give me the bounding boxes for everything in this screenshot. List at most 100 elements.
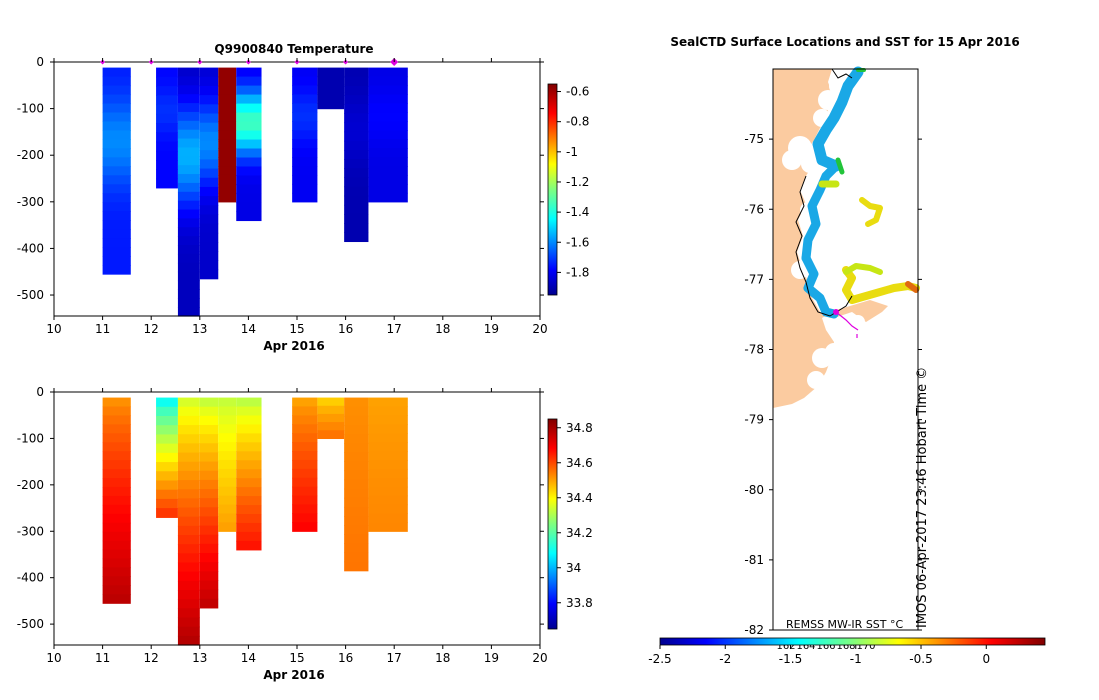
sst-colorbar-label: REMSS MW-IR SST °C xyxy=(786,618,904,631)
profile-cell xyxy=(218,442,237,452)
profile-cell xyxy=(344,67,369,78)
profile-cell xyxy=(199,489,219,499)
profile-cell xyxy=(102,540,131,551)
profile-cell xyxy=(156,425,178,436)
profile-cell xyxy=(102,202,131,212)
profile-cell xyxy=(199,562,219,572)
profile-cell xyxy=(317,405,345,415)
sst-colorbar xyxy=(659,637,1046,646)
x-tick-label: 10 xyxy=(46,322,61,336)
profile-cell xyxy=(218,85,237,96)
x-tick-label: 17 xyxy=(387,651,402,665)
profile-cell xyxy=(368,433,408,443)
profile-cell xyxy=(177,434,200,444)
profile-cell xyxy=(177,289,200,299)
profile-cell xyxy=(344,104,369,114)
profile-cell xyxy=(344,424,369,435)
x-tick-label: 10 xyxy=(46,651,61,665)
profile-cell xyxy=(236,103,262,114)
profile-cell xyxy=(292,433,318,443)
profile-cell xyxy=(218,94,237,104)
profile-cell xyxy=(317,422,345,431)
y-tick-label: -100 xyxy=(17,102,44,116)
profile-cell xyxy=(156,141,178,152)
profile-cell xyxy=(199,269,219,280)
colorbar-tick-label: -1.4 xyxy=(566,205,589,219)
x-tick-label: 18 xyxy=(435,322,450,336)
colorbar-tick-label: -1.6 xyxy=(566,235,589,249)
profile-cell xyxy=(177,209,200,220)
y-tick-label: -500 xyxy=(17,288,44,302)
profile-cell xyxy=(102,558,131,569)
profile-cell xyxy=(156,104,178,115)
profile-cell xyxy=(199,452,219,463)
profile-cell xyxy=(344,452,369,462)
profile-cell xyxy=(199,85,219,96)
profile-cell xyxy=(102,220,131,230)
profile-cell xyxy=(344,488,369,499)
profile-cell xyxy=(102,594,131,604)
profile-cell xyxy=(236,139,262,150)
profile-cell xyxy=(368,522,408,532)
profile-cell xyxy=(177,443,200,454)
profile-cell xyxy=(102,442,131,452)
x-tick-label: 13 xyxy=(192,322,207,336)
y-tick-label: -100 xyxy=(17,431,44,445)
profile-cell xyxy=(344,122,369,133)
profile-cell xyxy=(177,617,200,628)
profile-cell xyxy=(177,608,200,619)
profile-cell xyxy=(344,159,369,169)
profile-cell xyxy=(236,451,262,461)
profile-cell xyxy=(199,397,219,408)
profile-cell xyxy=(156,123,178,133)
sst-ribbon xyxy=(801,66,920,319)
profile-cell xyxy=(199,406,219,417)
profile-cell xyxy=(199,525,219,536)
map-latitude-axis: -75 -76 -77 -78 -79 -80 -81 -82 xyxy=(744,132,922,637)
x-tick-label: 12 xyxy=(144,322,159,336)
profile-cell xyxy=(292,442,318,452)
profile-cell xyxy=(218,157,237,167)
profile-cell xyxy=(368,468,408,479)
profile-cell xyxy=(156,471,178,482)
profile-cell xyxy=(368,513,408,523)
profile-cell xyxy=(292,415,318,425)
colorbar-tick-label: 34.6 xyxy=(566,456,593,470)
profile-cell xyxy=(236,505,262,515)
profile-cell xyxy=(177,571,200,582)
profile-cell xyxy=(218,477,237,488)
profile-cell xyxy=(156,489,178,500)
profile-cell xyxy=(218,166,237,176)
colorbar-tick-label: 34.8 xyxy=(566,421,593,435)
salinity-panel: 10 11 12 13 14 15 16 17 18 19 20 0 -100 -200 -300 -400… xyxy=(17,385,593,682)
profile-cell xyxy=(292,112,318,122)
profile-cell xyxy=(156,397,178,408)
profile-cell xyxy=(177,280,200,290)
sst-colorbar-ticks: -2.5 -2 -1.5 -1 -0.5 0 xyxy=(648,645,990,666)
profile-cell xyxy=(218,148,237,158)
profile-cell xyxy=(199,571,219,582)
profile-cell xyxy=(236,540,262,551)
profile-cell xyxy=(368,121,408,131)
profile-cell xyxy=(344,113,369,124)
profile-cell xyxy=(102,157,131,167)
profile-cell xyxy=(236,157,262,168)
colorbar-tick-label: 33.8 xyxy=(566,596,593,610)
profile-cell xyxy=(102,513,131,524)
lat-tick-label: -79 xyxy=(744,413,764,427)
profile-cell xyxy=(368,85,408,96)
profile-cell xyxy=(102,549,131,560)
profile-cell xyxy=(177,271,200,282)
profile-cell xyxy=(177,182,200,193)
profile-cell xyxy=(156,480,178,491)
profile-cell xyxy=(156,498,178,509)
profile-cell xyxy=(292,103,318,113)
profile-cell xyxy=(102,175,131,185)
colorbar-tick-label: -1 xyxy=(566,145,578,159)
profile-cell xyxy=(102,139,131,149)
profile-cell xyxy=(156,462,178,472)
profile-cell xyxy=(102,148,131,158)
profile-cell xyxy=(199,177,219,188)
profile-cell xyxy=(156,150,178,161)
profile-cell xyxy=(177,120,200,131)
